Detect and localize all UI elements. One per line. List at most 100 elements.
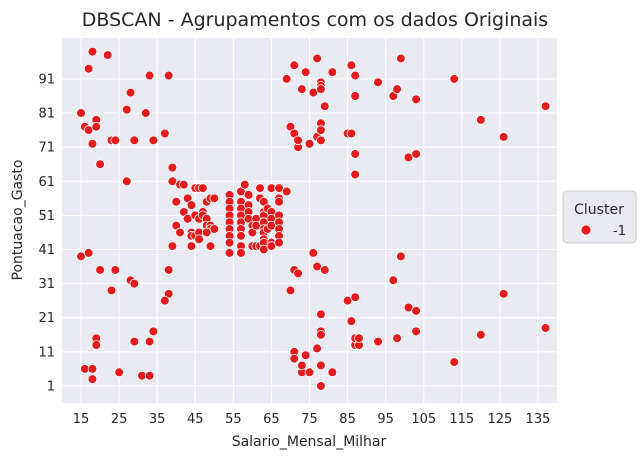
data-point [312,343,322,354]
legend-marker [580,224,592,236]
data-point [498,289,509,299]
y-tick-label: 11 [38,345,55,360]
y-tick-label: 91 [38,72,55,87]
legend-entry-label: -1 [613,224,626,239]
x-tick-label: 135 [526,412,551,427]
data-point [148,326,159,337]
data-point [396,53,406,64]
data-point [274,196,284,207]
x-tick-label: 15 [73,412,90,427]
x-tick-label: 55 [225,412,242,427]
y-tick-label: 61 [38,175,55,190]
data-point [289,353,300,364]
data-point [350,292,360,303]
data-point [87,364,98,374]
data-point [144,370,155,381]
y-tick-label: 21 [38,311,55,326]
data-point [373,77,383,88]
x-tick-label: 95 [377,412,394,427]
data-point [224,237,235,248]
x-tick-label: 35 [149,412,166,427]
x-tick-label: 115 [449,412,474,427]
data-point [308,248,319,258]
data-point [411,94,421,105]
data-point [316,381,326,391]
data-point [144,70,155,81]
data-point [106,285,117,296]
data-point [350,70,360,81]
x-tick-label: 25 [111,412,128,427]
data-point [281,186,292,197]
y-tick-label: 71 [38,141,55,156]
data-point [350,149,360,159]
data-point [76,108,86,118]
data-point [239,179,250,190]
data-point [194,234,204,245]
chart-title: DBSCAN - Agrupamentos com os dados Origi… [82,9,548,31]
data-point [411,326,421,337]
data-point [129,135,140,146]
data-point [129,278,140,289]
data-point [476,329,486,340]
data-point [236,248,246,258]
data-point [350,91,360,101]
data-point [316,135,326,146]
data-point [114,367,124,378]
data-point [346,316,357,326]
data-point [205,241,216,251]
y-tick-label: 41 [38,243,55,258]
data-point [411,306,421,316]
data-point [163,70,174,81]
data-point [316,360,326,371]
x-axis-ticks: 15 25 35 45 55 65 75 85 95 105 115 125 135 [73,412,551,427]
data-point [140,108,151,118]
data-point [346,128,357,139]
data-point [186,200,197,210]
data-point [255,183,265,193]
data-point [346,60,357,71]
data-point [304,367,315,378]
data-point [110,135,121,146]
x-tick-label: 105 [411,412,436,427]
y-axis-label: Pontuacao_Gasto [10,160,26,281]
data-point [293,135,303,146]
data-point [87,46,98,57]
data-point [171,196,182,207]
data-point [289,60,300,71]
data-point [148,135,159,146]
data-point [300,67,311,77]
data-point [243,190,254,200]
data-point [285,285,296,296]
data-point [186,241,197,251]
data-point [312,53,322,64]
x-axis-label: Salario_Mensal_Milhar [232,434,387,450]
data-points [76,46,551,391]
data-point [316,125,326,135]
data-point [91,121,102,132]
data-point [87,138,98,149]
data-point [350,169,360,180]
data-point [373,336,383,347]
data-point [449,74,459,84]
data-point [95,265,105,275]
data-point [95,159,105,170]
data-point [498,132,509,142]
data-point [316,84,326,94]
data-point [129,336,140,347]
legend: Cluster -1 [562,190,637,244]
data-point [411,149,421,159]
data-point [160,128,170,139]
y-tick-label: 81 [38,107,55,122]
x-tick-label: 75 [301,412,318,427]
data-point [354,333,364,343]
data-point [316,329,326,340]
data-point [209,193,220,204]
data-point [297,84,307,94]
data-point [198,183,208,193]
data-point [167,241,178,251]
data-point [281,74,292,84]
legend-title: Cluster [574,202,624,218]
data-point [163,265,174,275]
